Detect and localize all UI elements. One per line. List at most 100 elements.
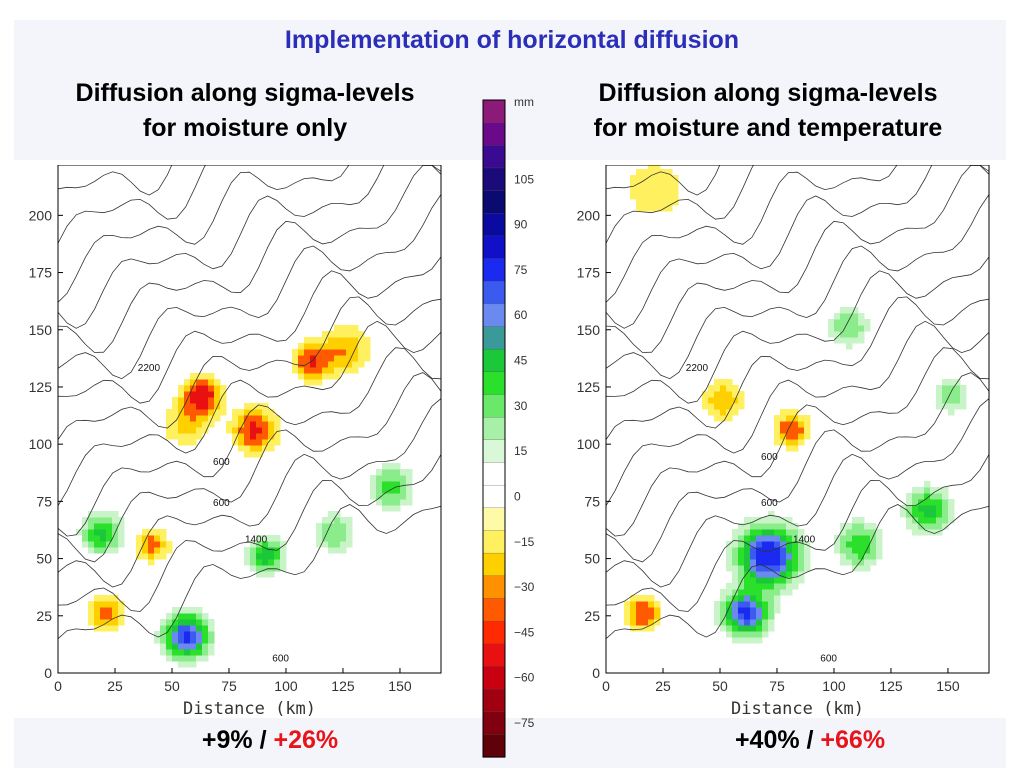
heatmap-cell [756, 541, 763, 548]
contour-line [606, 165, 989, 353]
heatmap-cell [648, 193, 655, 200]
heatmap-cell [732, 595, 739, 602]
colorbar-swatch [482, 99, 506, 124]
heatmap-cell [912, 511, 919, 518]
heatmap-cell [756, 613, 763, 620]
heatmap-cell [190, 613, 197, 620]
heatmap-cell [346, 349, 353, 356]
heatmap-cell [184, 637, 191, 644]
heatmap-cell [184, 415, 191, 422]
heatmap-cell [340, 349, 347, 356]
heatmap-cell [624, 619, 631, 626]
heatmap-cell [762, 631, 769, 638]
heatmap-cell [624, 601, 631, 608]
page-title: Implementation of horizontal diffusion [284, 26, 740, 54]
heatmap-cell [166, 613, 173, 620]
heatmap-cell [750, 547, 757, 554]
heatmap-cell [636, 607, 643, 614]
heatmap-cell [256, 535, 263, 542]
heatmap-cell [328, 337, 335, 344]
heatmap-cell [630, 607, 637, 614]
heatmap-cell [858, 523, 865, 530]
heatmap-cell [726, 559, 733, 566]
heatmap-cell [208, 379, 215, 386]
heatmap-cell [106, 523, 113, 530]
heatmap-cell [732, 553, 739, 560]
heatmap-cell [346, 343, 353, 350]
heatmap-cell [798, 559, 805, 566]
heatmap-cell [148, 535, 155, 542]
heatmap-cell [744, 619, 751, 626]
colorbar-tick-label: 45 [514, 354, 528, 368]
heatmap-cell [298, 361, 305, 368]
heatmap-cell [214, 409, 221, 416]
heatmap-cell [936, 391, 943, 398]
heatmap-cell [202, 655, 209, 662]
heatmap-cell [394, 505, 401, 512]
heatmap-cell [196, 379, 203, 386]
heatmap-cell [774, 523, 781, 530]
heatmap-cell [196, 385, 203, 392]
heatmap-cell [846, 523, 853, 530]
heatmap-cell [112, 547, 119, 554]
heatmap-cell [88, 517, 95, 524]
heatmap-cell [750, 619, 757, 626]
heatmap-cell [346, 541, 353, 548]
heatmap-cell [310, 343, 317, 350]
heatmap-cell [346, 517, 353, 524]
heatmap-cell [166, 649, 173, 656]
heatmap-cell [358, 337, 365, 344]
heatmap-cell [190, 403, 197, 410]
heatmap-cell [666, 199, 673, 206]
heatmap-cell [930, 523, 937, 530]
heatmap-cell [370, 475, 377, 482]
heatmap-cell [708, 403, 715, 410]
y-tick-label: 75 [36, 493, 52, 509]
heatmap-cell [160, 553, 167, 560]
heatmap-cell [190, 649, 197, 656]
heatmap-cell [918, 487, 925, 494]
heatmap-cell [840, 523, 847, 530]
heatmap-cell [244, 547, 251, 554]
heatmap-cell [316, 367, 323, 374]
heatmap-cell [406, 481, 413, 488]
heatmap-cell [322, 517, 329, 524]
heatmap-cell [322, 349, 329, 356]
heatmap-cell [732, 619, 739, 626]
heatmap-cell [762, 559, 769, 566]
heatmap-cell [780, 565, 787, 572]
heatmap-cell [948, 385, 955, 392]
heatmap-cell [184, 625, 191, 632]
heatmap-cell [94, 541, 101, 548]
heatmap-cell [280, 559, 287, 566]
heatmap-cell [94, 535, 101, 542]
heatmap-cell [876, 535, 883, 542]
heatmap-cell [828, 331, 835, 338]
contour-label: 600 [761, 452, 778, 463]
heatmap-cell [268, 553, 275, 560]
heatmap-cell [792, 415, 799, 422]
heatmap-cell [376, 499, 383, 506]
heatmap-cell [798, 571, 805, 578]
heatmap-cell [376, 487, 383, 494]
heatmap-cell [852, 547, 859, 554]
heatmap-cell [714, 601, 721, 608]
heatmap-cell [960, 391, 967, 398]
heatmap-cell [172, 619, 179, 626]
heatmap-cell [160, 649, 167, 656]
heatmap-cell [400, 481, 407, 488]
colorbar-swatch [482, 303, 506, 328]
heatmap-cell [762, 613, 769, 620]
heatmap-cell [798, 415, 805, 422]
heatmap-cell [852, 517, 859, 524]
heatmap-cell [142, 535, 149, 542]
heatmap-cell [88, 523, 95, 530]
heatmap-cell [654, 175, 661, 182]
heatmap-cell [648, 607, 655, 614]
heatmap-cell [774, 595, 781, 602]
heatmap-cell [322, 361, 329, 368]
heatmap-cell [262, 553, 269, 560]
heatmap-cell [256, 415, 263, 422]
heatmap-cell [106, 619, 113, 626]
heatmap-cell [906, 511, 913, 518]
